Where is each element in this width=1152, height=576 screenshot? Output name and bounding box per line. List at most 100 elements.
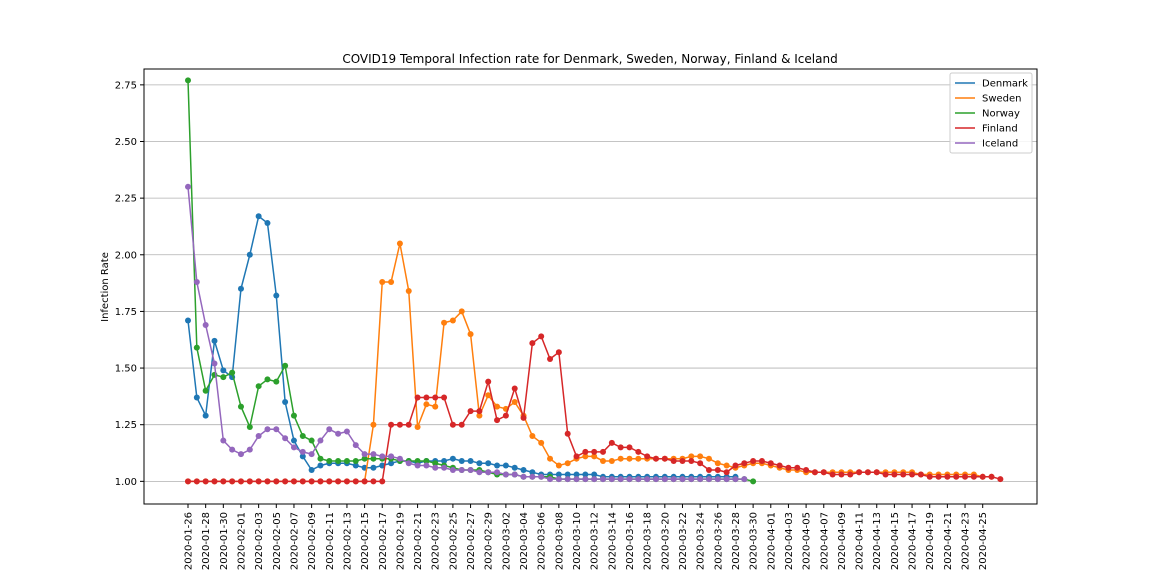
x-tick-label: 2020-03-04 [519, 512, 530, 570]
data-point [335, 457, 342, 464]
x-tick-label: 2020-03-08 [554, 512, 565, 570]
data-point [864, 469, 871, 476]
x-tick-label: 2020-02-17 [378, 512, 389, 570]
data-point [485, 469, 492, 476]
data-point [343, 428, 350, 435]
data-point [617, 444, 624, 451]
legend: Denmark Sweden Norway Finland Iceland [949, 72, 1033, 154]
x-tick-label: 2020-04-19 [925, 512, 936, 570]
x-tick-label: 2020-04-03 [784, 512, 795, 570]
data-point [255, 478, 262, 485]
data-point [582, 453, 589, 460]
data-point [361, 451, 368, 458]
data-point [600, 448, 607, 455]
data-point [538, 333, 545, 340]
data-point [564, 476, 571, 483]
data-point [317, 462, 324, 469]
data-point [264, 426, 271, 433]
data-point [273, 292, 280, 299]
data-point [290, 412, 297, 419]
data-point [441, 457, 448, 464]
data-point [352, 442, 359, 449]
data-point [697, 460, 704, 467]
data-point [273, 426, 280, 433]
data-point [379, 478, 386, 485]
data-point [299, 433, 306, 440]
x-tick-label: 2020-03-24 [696, 512, 707, 570]
grid-lines [144, 84, 1037, 482]
legend-label: Iceland [982, 139, 1018, 150]
x-tick-label: 2020-02-09 [307, 512, 318, 570]
x-tick-label: 2020-04-23 [961, 512, 972, 570]
data-point [326, 478, 333, 485]
data-point [644, 476, 651, 483]
data-point [414, 457, 421, 464]
data-point [511, 464, 518, 471]
data-point [229, 446, 236, 453]
data-point [838, 471, 845, 478]
data-point [467, 467, 474, 474]
y-tick-label: 1.50 [115, 364, 137, 375]
x-tick-label: 2020-02-21 [413, 512, 424, 570]
data-point [502, 462, 509, 469]
data-point [299, 478, 306, 485]
data-point [661, 476, 668, 483]
x-tick-label: 2020-01-28 [201, 512, 212, 570]
data-point [564, 430, 571, 437]
data-point [591, 448, 598, 455]
data-point [829, 471, 836, 478]
data-point [573, 476, 580, 483]
data-point [414, 462, 421, 469]
data-point [449, 467, 456, 474]
data-point [202, 322, 209, 329]
x-tick-label: 2020-02-15 [360, 512, 371, 570]
data-point [679, 476, 686, 483]
data-point [670, 476, 677, 483]
data-point [405, 288, 412, 295]
data-point [423, 394, 430, 401]
data-point [494, 462, 501, 469]
data-point [308, 478, 315, 485]
x-tick-label: 2020-02-29 [484, 512, 495, 570]
x-tick-label: 2020-04-21 [943, 512, 954, 570]
data-point [211, 478, 218, 485]
data-point [405, 460, 412, 467]
data-point [776, 462, 783, 469]
data-point [370, 421, 377, 428]
data-point [979, 473, 986, 480]
data-point [449, 455, 456, 462]
data-point [220, 437, 227, 444]
data-point [485, 392, 492, 399]
data-point [458, 457, 465, 464]
data-point [449, 421, 456, 428]
data-point [185, 183, 191, 190]
data-point [811, 469, 818, 476]
x-tick-label: 2020-01-30 [219, 512, 230, 570]
data-point [220, 478, 227, 485]
data-point [290, 478, 297, 485]
y-axis: 1.00 1.25 1.50 1.75 2.00 2.25 2.50 2.75 [115, 80, 144, 488]
data-point [573, 453, 580, 460]
data-point [361, 478, 368, 485]
data-point [352, 478, 359, 485]
data-point [476, 408, 483, 415]
data-point [211, 337, 218, 344]
data-point [193, 478, 200, 485]
data-point [282, 478, 289, 485]
x-tick-label: 2020-03-16 [625, 512, 636, 570]
data-point [335, 430, 342, 437]
data-point [290, 437, 297, 444]
data-point [441, 319, 448, 326]
data-point [538, 473, 545, 480]
data-point [661, 455, 668, 462]
x-tick-label: 2020-04-05 [802, 512, 813, 570]
x-tick-label: 2020-02-27 [466, 512, 477, 570]
data-point [847, 471, 854, 478]
data-point [626, 444, 633, 451]
data-point [714, 467, 721, 474]
data-point [317, 478, 324, 485]
data-point [582, 471, 589, 478]
legend-label: Sweden [982, 94, 1022, 105]
data-point [476, 460, 483, 467]
data-point [441, 464, 448, 471]
